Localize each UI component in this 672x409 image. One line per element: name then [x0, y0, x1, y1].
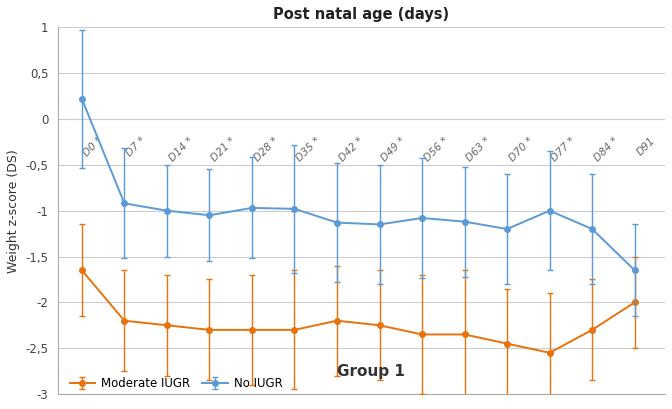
- Text: D56 *: D56 *: [422, 135, 450, 164]
- Y-axis label: Weight z-score (DS): Weight z-score (DS): [7, 149, 20, 272]
- Text: D91: D91: [634, 135, 657, 157]
- Text: Group 1: Group 1: [337, 364, 405, 380]
- Text: D84 *: D84 *: [592, 135, 620, 164]
- Text: D21 *: D21 *: [210, 135, 237, 164]
- Text: D42 *: D42 *: [337, 135, 365, 164]
- Text: D14 *: D14 *: [167, 135, 195, 164]
- Text: D0 *: D0 *: [82, 135, 106, 159]
- Text: D77 *: D77 *: [550, 135, 578, 164]
- Text: D28 *: D28 *: [252, 135, 280, 164]
- Title: Post natal age (days): Post natal age (days): [274, 7, 450, 22]
- Text: D70 *: D70 *: [507, 135, 535, 164]
- Text: D35 *: D35 *: [294, 135, 323, 164]
- Legend: Moderate IUGR, No IUGR: Moderate IUGR, No IUGR: [69, 377, 283, 390]
- Text: D63 *: D63 *: [464, 135, 493, 164]
- Text: D7 *: D7 *: [124, 135, 148, 159]
- Text: D49 *: D49 *: [380, 135, 408, 164]
